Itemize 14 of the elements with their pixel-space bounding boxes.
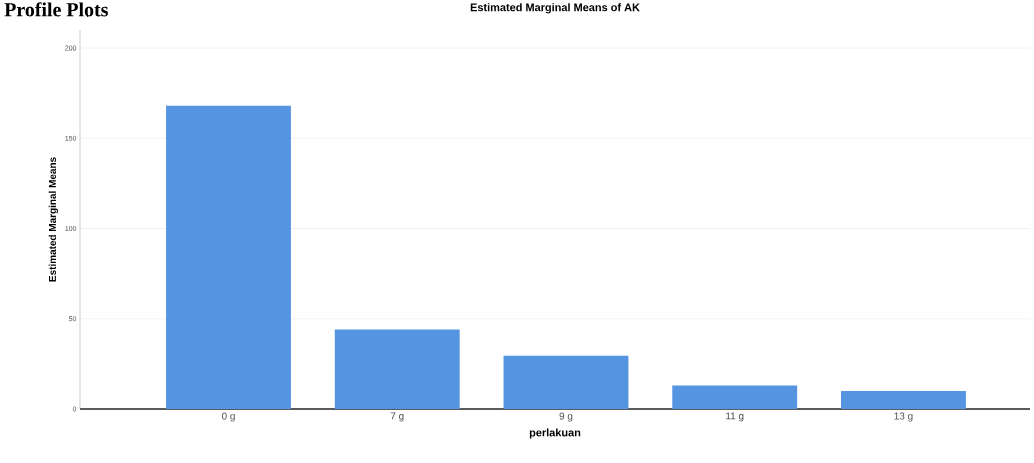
x-tick-label: 9 g: [559, 412, 573, 422]
text: Profile Plots: [4, 2, 108, 17]
x-axis-title: perlakuan: [529, 428, 581, 439]
bar: [672, 385, 798, 409]
x-tick-label: 11 g: [726, 412, 744, 422]
bar: [841, 390, 966, 409]
bar: [166, 105, 291, 409]
y-axis-title: Estimated Marginal Means: [48, 157, 58, 282]
x-tick-label: 7 g: [390, 412, 404, 422]
x-tick-label: 13 g: [894, 412, 913, 422]
x-tick-label: 0 g: [221, 412, 235, 422]
bar: [334, 329, 460, 409]
bar: [503, 355, 629, 409]
chart-title: Estimated Marginal Means of AK: [470, 3, 640, 14]
